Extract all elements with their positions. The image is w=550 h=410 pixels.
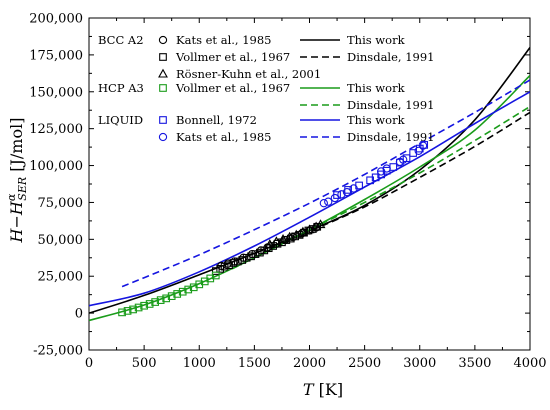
legend-group-label: HCP A3 — [98, 81, 144, 95]
y-tick-label: 150,000 — [29, 85, 83, 100]
x-tick-label: 3000 — [403, 356, 436, 371]
point-liquid-kats-et-al-1985-circle — [319, 199, 328, 208]
y-tick-label: 0 — [75, 307, 83, 322]
y-tick-label: -25,000 — [33, 344, 83, 359]
y-tick-label: 75,000 — [38, 196, 84, 211]
point-hcp-a3-vollmer-et-al-1967-square — [156, 296, 165, 304]
x-tick-label: 1500 — [238, 356, 271, 371]
point-liquid-kats-et-al-1985-circle — [399, 155, 408, 164]
axes: 0 500 1000 1500 2000 2500 3000 3500 4000-25,0000… — [29, 12, 546, 372]
curve-liquid-dinsdale-1991 — [121, 79, 530, 288]
y-tick-label: 125,000 — [29, 122, 83, 137]
y-tick-label: 175,000 — [29, 48, 83, 63]
legend-entry-label: Kats et al., 1985 — [176, 130, 271, 144]
y-tick-label: 100,000 — [29, 159, 83, 174]
y-tick-label: 200,000 — [29, 12, 83, 27]
legend-marker-square — [159, 84, 167, 92]
point-bcc-a2-vollmer-et-al-1967-square — [260, 246, 269, 255]
point-bcc-a2-r-sner-kuhn-et-al-2001-triangle — [315, 219, 326, 229]
experimental-points — [118, 141, 429, 317]
curve-liquid-this-work — [89, 91, 530, 307]
x-tick-label: 0 — [85, 356, 93, 371]
point-liquid-kats-et-al-1985-circle — [349, 184, 358, 193]
legend-entry-label: Rösner-Kuhn et al., 2001 — [176, 67, 321, 81]
y-axis-label: H−HαSER [J/mol] — [5, 118, 29, 244]
point-bcc-a2-vollmer-et-al-1967-square — [220, 262, 229, 271]
point-hcp-a3-vollmer-et-al-1967-square — [145, 300, 154, 308]
legend-model-label: This work — [347, 33, 406, 47]
point-hcp-a3-vollmer-et-al-1967-square — [184, 285, 193, 294]
x-tick-label: 4000 — [513, 356, 546, 371]
point-bcc-a2-r-sner-kuhn-et-al-2001-triangle — [264, 239, 275, 249]
point-hcp-a3-vollmer-et-al-1967-square — [134, 303, 143, 312]
point-hcp-a3-vollmer-et-al-1967-square — [123, 307, 132, 315]
legend-entry-label: Vollmer et al., 1967 — [175, 50, 290, 64]
point-bcc-a2-vollmer-et-al-1967-square — [211, 267, 220, 275]
point-hcp-a3-vollmer-et-al-1967-square — [178, 287, 187, 296]
legend-model-label: Dinsdale, 1991 — [347, 50, 435, 64]
x-axis-label: T [K] — [303, 380, 343, 399]
y-tick-label: 50,000 — [38, 233, 84, 248]
legend-marker-triangle — [158, 68, 168, 78]
point-bcc-a2-vollmer-et-al-1967-square — [242, 253, 251, 262]
legend-model-label: This work — [347, 113, 406, 127]
legend-model-label: Dinsdale, 1991 — [347, 98, 435, 112]
point-bcc-a2-vollmer-et-al-1967-square — [216, 264, 225, 273]
legend-model-label: Dinsdale, 1991 — [347, 130, 435, 144]
point-liquid-kats-et-al-1985-circle — [414, 146, 423, 155]
point-liquid-kats-et-al-1985-circle — [418, 141, 428, 150]
point-bcc-a2-vollmer-et-al-1967-square — [233, 257, 242, 266]
point-bcc-a2-r-sner-kuhn-et-al-2001-triangle — [311, 221, 322, 231]
point-bcc-a2-r-sner-kuhn-et-al-2001-triangle — [271, 236, 282, 246]
point-bcc-a2-r-sner-kuhn-et-al-2001-triangle — [278, 234, 288, 243]
point-liquid-kats-et-al-1985-circle — [337, 190, 346, 199]
legend-marker-circle — [158, 132, 168, 142]
point-liquid-bonnell-1972-square — [420, 141, 429, 149]
point-bcc-a2-vollmer-et-al-1967-square — [256, 248, 264, 257]
legend-group-label: BCC A2 — [98, 33, 144, 47]
point-hcp-a3-vollmer-et-al-1967-square — [151, 298, 160, 306]
point-bcc-a2-vollmer-et-al-1967-square — [264, 244, 273, 253]
point-hcp-a3-vollmer-et-al-1967-square — [173, 290, 182, 298]
point-hcp-a3-vollmer-et-al-1967-square — [167, 292, 176, 300]
point-liquid-bonnell-1972-square — [344, 186, 352, 194]
point-liquid-kats-et-al-1985-circle — [382, 164, 391, 173]
point-bcc-a2-r-sner-kuhn-et-al-2001-triangle — [297, 226, 308, 236]
point-hcp-a3-vollmer-et-al-1967-square — [162, 294, 171, 303]
point-bcc-a2-vollmer-et-al-1967-square — [247, 252, 255, 261]
x-tick-label: 1000 — [183, 356, 216, 371]
legend-entry-label: Bonnell, 1972 — [176, 113, 257, 127]
point-bcc-a2-vollmer-et-al-1967-square — [225, 261, 233, 270]
legend-entry-label: Kats et al., 1985 — [176, 33, 271, 47]
legend-marker-circle — [158, 35, 168, 45]
legend-model-label: This work — [347, 81, 406, 95]
x-tick-label: 2000 — [293, 356, 326, 371]
legend-group-label: LIQUID — [98, 113, 143, 127]
point-liquid-kats-et-al-1985-circle — [342, 187, 352, 197]
point-bcc-a2-vollmer-et-al-1967-square — [229, 259, 238, 267]
point-hcp-a3-vollmer-et-al-1967-square — [140, 301, 148, 310]
y-tick-label: 25,000 — [38, 270, 84, 285]
point-bcc-a2-r-sner-kuhn-et-al-2001-triangle — [291, 229, 302, 239]
legend-marker-square — [159, 53, 167, 61]
point-bcc-a2-vollmer-et-al-1967-square — [251, 250, 260, 258]
x-tick-label: 500 — [132, 356, 157, 371]
x-tick-label: 2500 — [348, 356, 381, 371]
axis-labels: T [K] H−HαSER [J/mol] — [5, 118, 343, 399]
point-liquid-kats-et-al-1985-circle — [330, 193, 340, 203]
legend: BCC A2 Kats et al., 1985 Vollmer et al., 1… — [98, 33, 435, 144]
point-hcp-a3-vollmer-et-al-1967-square — [118, 308, 126, 317]
point-hcp-a3-vollmer-et-al-1967-square — [129, 305, 137, 314]
legend-entry-label: Vollmer et al., 1967 — [175, 81, 290, 95]
point-liquid-bonnell-1972-square — [409, 149, 417, 157]
point-bcc-a2-r-sner-kuhn-et-al-2001-triangle — [284, 231, 295, 241]
point-liquid-kats-et-al-1985-circle — [324, 197, 333, 206]
point-bcc-a2-r-sner-kuhn-et-al-2001-triangle — [304, 224, 315, 234]
curve-hcp-a3-this-work — [89, 74, 530, 322]
x-tick-label: 3500 — [458, 356, 491, 371]
point-hcp-a3-vollmer-et-al-1967-square — [211, 271, 220, 280]
point-bcc-a2-vollmer-et-al-1967-square — [238, 256, 247, 264]
legend-marker-square — [159, 116, 167, 124]
